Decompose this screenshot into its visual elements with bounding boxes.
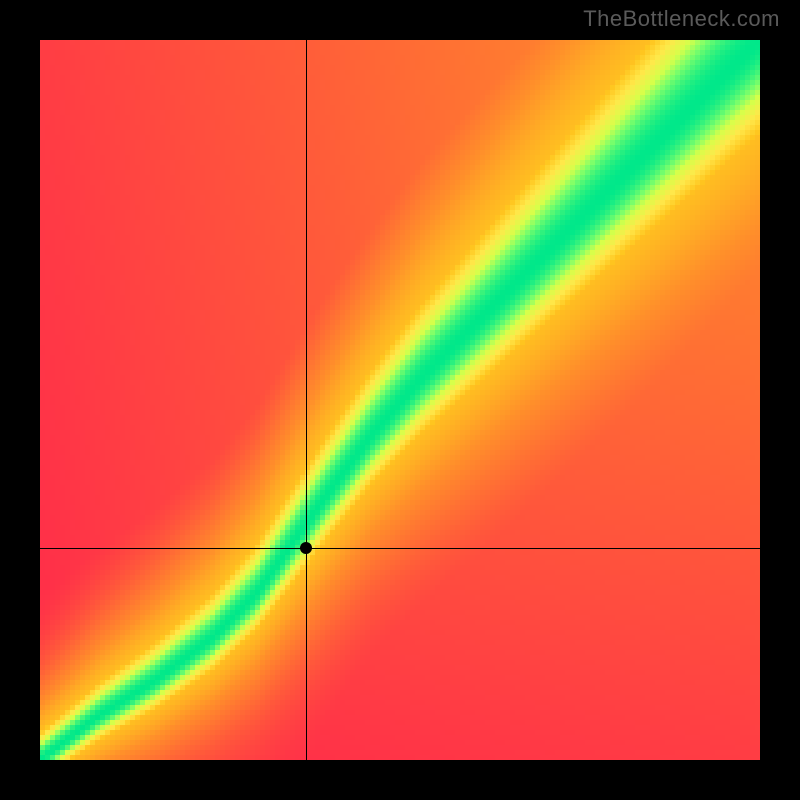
crosshair-vertical (306, 40, 307, 760)
heatmap-plot (40, 40, 760, 760)
watermark-text: TheBottleneck.com (583, 6, 780, 32)
heatmap-canvas (40, 40, 760, 760)
data-point-marker (300, 542, 312, 554)
crosshair-horizontal (40, 548, 760, 549)
